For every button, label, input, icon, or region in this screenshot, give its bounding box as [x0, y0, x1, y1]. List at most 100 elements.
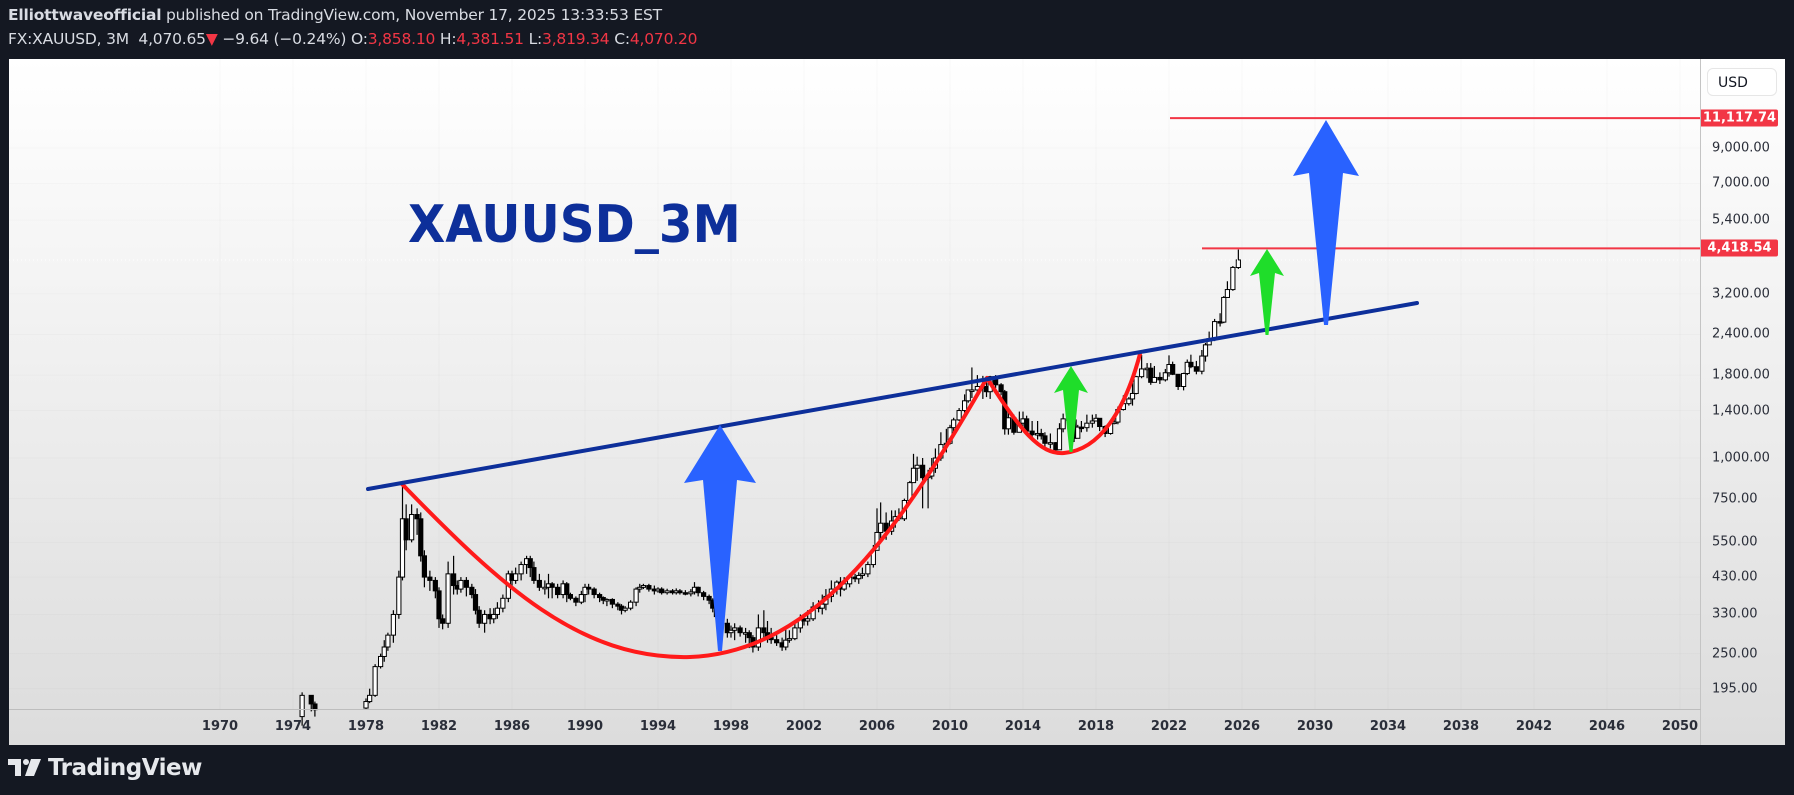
- price-level-tag[interactable]: 4,418.54: [1701, 239, 1778, 257]
- candle-down: [609, 598, 615, 605]
- time-axis-label: 2046: [1588, 719, 1626, 734]
- candle-down: [476, 609, 482, 624]
- candle-up: [914, 464, 920, 469]
- candle-down: [1029, 430, 1035, 436]
- candle-up: [1005, 417, 1011, 430]
- time-axis-label: 1970: [201, 719, 239, 734]
- candle-up: [969, 389, 975, 392]
- price-axis-label: 1,400.00: [1712, 403, 1770, 419]
- candle-up: [578, 594, 584, 603]
- price-axis-label: 1,000.00: [1712, 450, 1770, 466]
- time-axis-divider: [9, 709, 1701, 710]
- candle-down: [920, 464, 926, 479]
- candle-down: [1078, 426, 1085, 430]
- candle-up: [865, 564, 871, 575]
- candle-down: [746, 632, 752, 639]
- candle-down: [308, 694, 314, 705]
- close-label: C:: [614, 30, 630, 48]
- candle-up: [1230, 266, 1236, 291]
- tradingview-logo-icon: [8, 759, 41, 776]
- price-axis-divider: [1700, 59, 1701, 745]
- price-level-tag[interactable]: 11,117.74: [1701, 109, 1778, 127]
- candle-down: [1175, 373, 1181, 388]
- chart-canvas[interactable]: [9, 59, 1785, 745]
- high-value: 4,381.51: [456, 30, 524, 48]
- candle-up: [1075, 426, 1081, 439]
- green-arrow-up-icon: [1054, 366, 1088, 452]
- high-label: H:: [439, 30, 457, 48]
- candle-down: [677, 590, 683, 594]
- candle-up: [1129, 392, 1136, 400]
- low-value: 3,819.34: [542, 30, 610, 48]
- candle-up: [1224, 289, 1231, 298]
- candle-up: [1199, 355, 1205, 372]
- candle-up: [1133, 376, 1139, 394]
- candle-up: [859, 573, 865, 576]
- candle-up: [491, 613, 497, 620]
- candle-up: [385, 634, 391, 648]
- candle-up: [396, 576, 402, 615]
- time-axis-label: 1986: [493, 719, 531, 734]
- time-axis-label: 2014: [1004, 719, 1042, 734]
- candle-down: [706, 595, 712, 601]
- candle-up: [1139, 368, 1145, 378]
- time-axis-label: 2022: [1150, 719, 1188, 734]
- candle-down: [597, 594, 603, 599]
- candle-up: [372, 666, 378, 696]
- candle-down: [1193, 366, 1199, 372]
- time-axis-label: 2002: [785, 719, 823, 734]
- candle-down: [724, 622, 730, 634]
- candle-down: [761, 627, 767, 634]
- candle-down: [1157, 376, 1163, 381]
- candle-down: [600, 597, 606, 601]
- candle-up: [518, 564, 524, 575]
- candle-up: [513, 573, 519, 581]
- candle-down: [659, 588, 665, 594]
- open-label: O:: [351, 30, 368, 48]
- candle-down: [695, 586, 701, 594]
- candle-up: [805, 618, 811, 622]
- candle-up: [1056, 428, 1063, 451]
- candle-up: [792, 627, 798, 640]
- candle-up: [390, 613, 396, 636]
- candle-up: [363, 701, 369, 709]
- candle-up: [856, 574, 862, 580]
- blue-arrow-up-icon: [1293, 120, 1359, 325]
- price-axis-label: 7,000.00: [1712, 175, 1770, 191]
- candle-down: [774, 639, 780, 644]
- candle-up: [1181, 373, 1187, 388]
- candle-down: [421, 555, 427, 578]
- chart-title-annotation[interactable]: XAUUSD_3M: [408, 195, 741, 255]
- candle-down: [432, 579, 438, 592]
- candle-down: [1038, 432, 1044, 437]
- currency-button[interactable]: USD: [1707, 68, 1777, 96]
- last-price: 4,070.65: [138, 30, 206, 48]
- chart-panel[interactable]: XAUUSD_3M 9,000.00 7,000.00 5,400.00 3,200.…: [9, 59, 1785, 745]
- candle-down: [573, 597, 579, 603]
- price-axis-label: 3,200.00: [1712, 286, 1770, 302]
- candle-down: [1097, 417, 1103, 428]
- time-axis-label: 2038: [1442, 719, 1480, 734]
- down-arrow-icon: ▼: [205, 30, 218, 48]
- candle-down: [472, 594, 479, 611]
- candle-up: [1235, 259, 1241, 269]
- price-axis-label: 195.00: [1712, 681, 1758, 697]
- symbol-legend: FX:XAUUSD, 3M 4,070.65▼ −9.64 (−0.24%) O…: [8, 30, 698, 48]
- author-name[interactable]: Elliottwaveofficial: [8, 6, 162, 24]
- candle-down: [1148, 367, 1154, 383]
- candle-up: [1221, 296, 1227, 323]
- candle-up: [1126, 398, 1132, 405]
- candle-down: [737, 627, 743, 634]
- open-value: 3,858.10: [367, 30, 436, 48]
- candle-up: [755, 627, 761, 648]
- price-axis-label: 9,000.00: [1712, 140, 1770, 156]
- candle-up: [622, 607, 628, 611]
- tradingview-logo[interactable]: TradingView: [8, 755, 202, 781]
- cup-curve-1: [400, 376, 989, 660]
- candle-up: [637, 586, 643, 590]
- candle-up: [494, 607, 500, 615]
- published-text: published on TradingView.com, November 1…: [166, 6, 662, 24]
- candle-up: [640, 585, 646, 588]
- candle-up: [628, 601, 634, 609]
- candle-up: [910, 467, 917, 484]
